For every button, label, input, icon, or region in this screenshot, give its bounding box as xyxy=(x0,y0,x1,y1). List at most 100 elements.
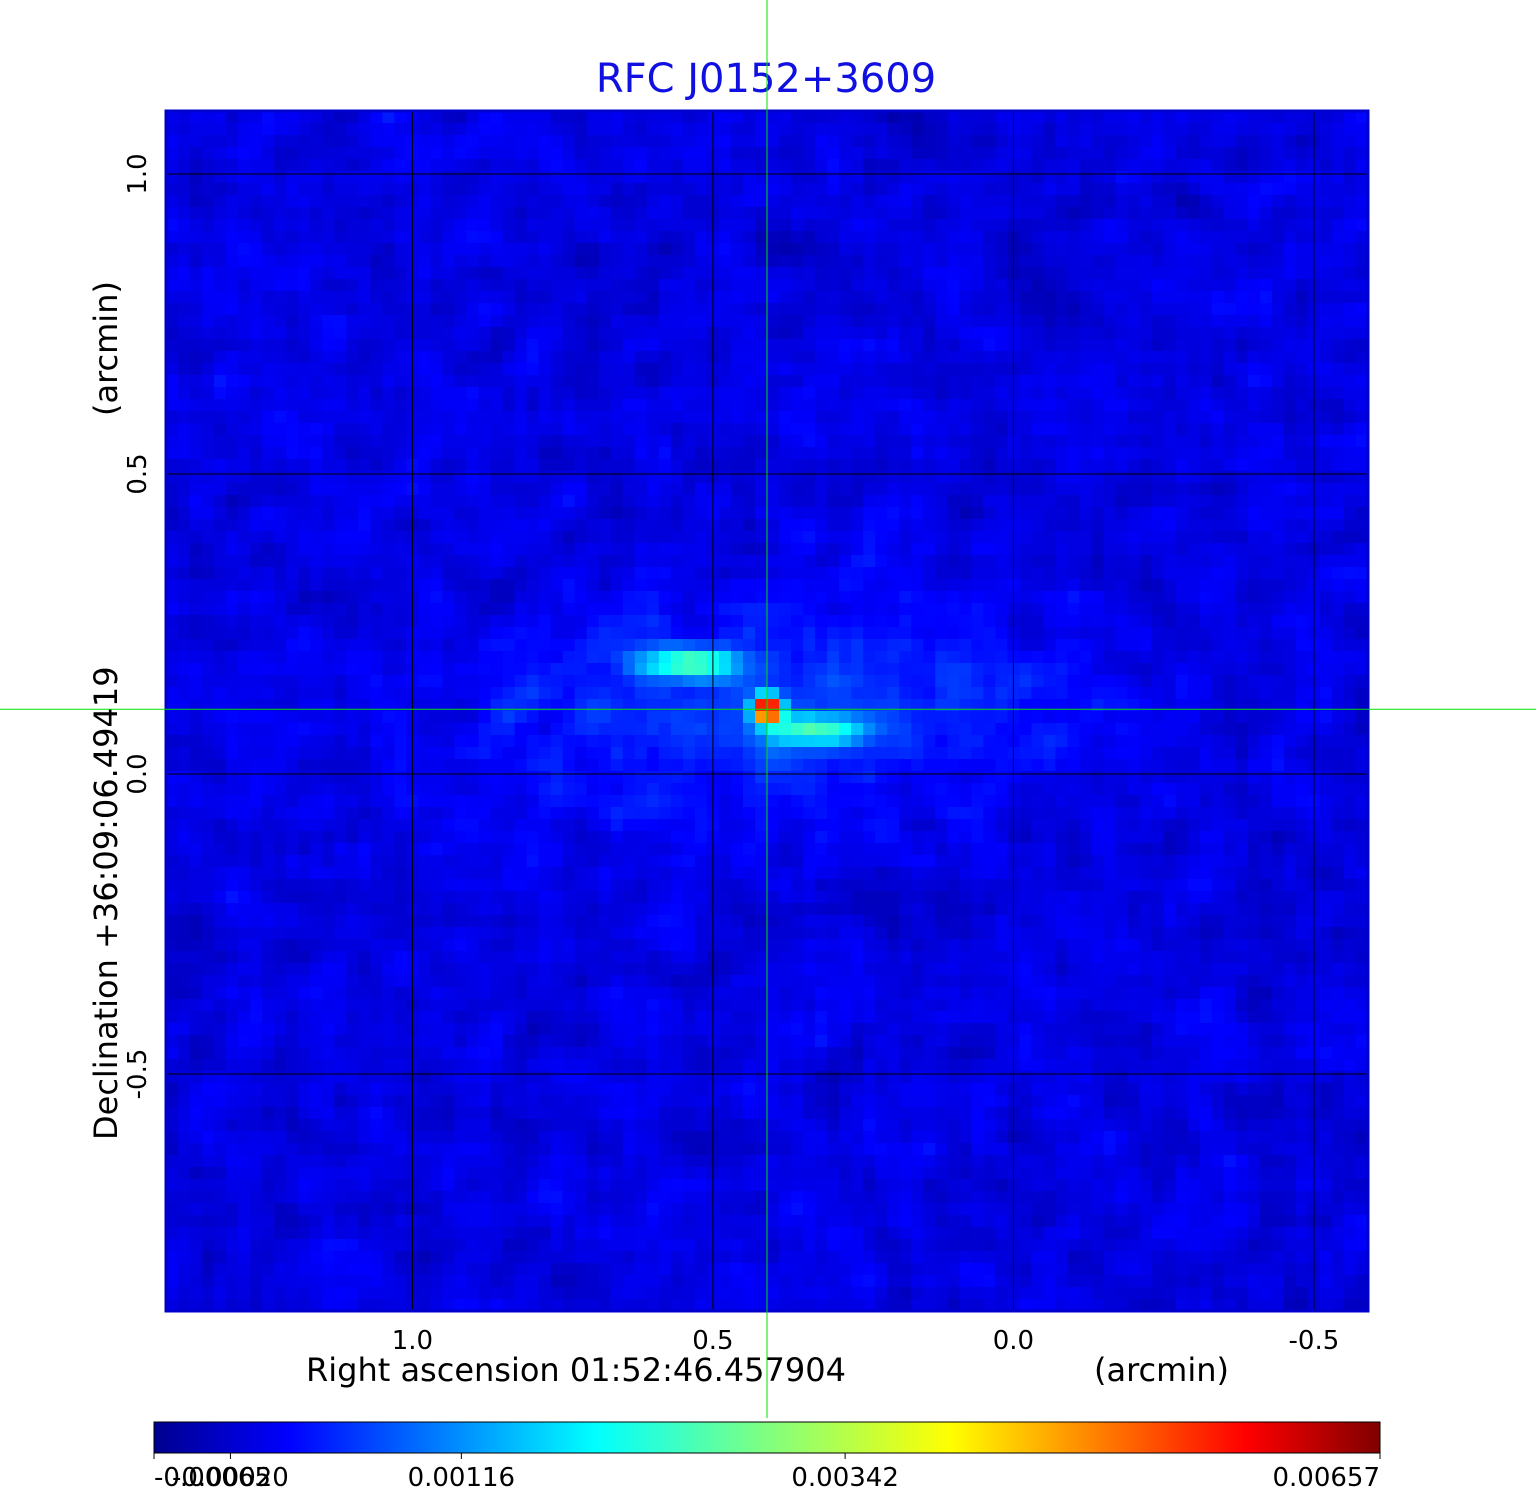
heatmap-pixel xyxy=(1259,615,1273,628)
heatmap-pixel xyxy=(646,291,660,304)
heatmap-pixel xyxy=(899,447,912,460)
heatmap-pixel xyxy=(1187,291,1201,304)
heatmap-pixel xyxy=(1271,207,1285,220)
heatmap-pixel xyxy=(394,111,407,124)
heatmap-pixel xyxy=(791,183,804,196)
heatmap-pixel xyxy=(1031,315,1045,328)
heatmap-pixel xyxy=(250,327,263,340)
heatmap-pixel xyxy=(646,183,660,196)
heatmap-pixel xyxy=(815,267,828,280)
heatmap-pixel xyxy=(682,123,696,136)
heatmap-pixel xyxy=(370,183,383,196)
heatmap-pixel xyxy=(1319,567,1333,580)
heatmap-pixel xyxy=(250,555,263,568)
heatmap-pixel xyxy=(238,675,251,688)
heatmap-pixel xyxy=(1139,147,1153,160)
heatmap-pixel xyxy=(899,699,912,712)
heatmap-pixel xyxy=(730,615,744,628)
heatmap-pixel xyxy=(238,231,251,244)
heatmap-pixel xyxy=(322,387,335,400)
heatmap-pixel xyxy=(1151,363,1165,376)
heatmap-pixel xyxy=(1175,159,1189,172)
heatmap-pixel xyxy=(1259,279,1273,292)
heatmap-pixel xyxy=(899,231,912,244)
heatmap-pixel xyxy=(803,363,816,376)
heatmap-pixel xyxy=(923,303,936,316)
heatmap-pixel xyxy=(418,147,432,160)
heatmap-pixel xyxy=(803,687,816,700)
heatmap-pixel xyxy=(418,531,432,544)
heatmap-pixel xyxy=(791,327,804,340)
heatmap-pixel xyxy=(1199,531,1213,544)
heatmap-pixel xyxy=(959,207,972,220)
heatmap-pixel xyxy=(310,267,323,280)
heatmap-pixel xyxy=(851,207,864,220)
heatmap-pixel xyxy=(947,183,960,196)
heatmap-pixel xyxy=(1331,327,1345,340)
heatmap-pixel xyxy=(598,351,612,364)
heatmap-pixel xyxy=(1127,699,1141,712)
heatmap-pixel xyxy=(1139,639,1153,652)
heatmap-pixel xyxy=(815,471,828,484)
heatmap-pixel xyxy=(682,375,696,388)
heatmap-pixel xyxy=(742,699,756,712)
heatmap-pixel xyxy=(1187,183,1201,196)
heatmap-pixel xyxy=(815,651,828,664)
heatmap-pixel xyxy=(742,279,756,292)
heatmap-pixel xyxy=(1199,123,1213,136)
heatmap-pixel xyxy=(1295,291,1309,304)
heatmap-pixel xyxy=(694,375,708,388)
heatmap-pixel xyxy=(1295,171,1309,184)
heatmap-pixel xyxy=(226,675,239,688)
heatmap-pixel xyxy=(550,531,564,544)
heatmap-pixel xyxy=(1283,111,1297,124)
heatmap-pixel xyxy=(1175,591,1189,604)
heatmap-pixel xyxy=(334,699,347,712)
heatmap-pixel xyxy=(646,471,660,484)
heatmap-pixel xyxy=(178,639,191,652)
heatmap-pixel xyxy=(935,579,948,592)
heatmap-pixel xyxy=(430,267,444,280)
heatmap-pixel xyxy=(682,243,696,256)
heatmap-pixel xyxy=(1079,135,1093,148)
heatmap-pixel xyxy=(1355,135,1368,148)
heatmap-pixel xyxy=(166,507,179,520)
heatmap-pixel xyxy=(803,483,816,496)
heatmap-pixel xyxy=(226,267,239,280)
heatmap-pixel xyxy=(1079,579,1093,592)
heatmap-pixel xyxy=(670,459,684,472)
heatmap-pixel xyxy=(1319,483,1333,496)
heatmap-pixel xyxy=(202,195,215,208)
heatmap-pixel xyxy=(1211,291,1225,304)
heatmap-pixel xyxy=(959,675,972,688)
heatmap-pixel xyxy=(322,291,335,304)
heatmap-pixel xyxy=(322,627,335,640)
heatmap-pixel xyxy=(538,471,552,484)
heatmap-pixel xyxy=(923,579,936,592)
heatmap-pixel xyxy=(779,147,792,160)
heatmap-pixel xyxy=(382,579,395,592)
heatmap-pixel xyxy=(730,363,744,376)
heatmap-pixel xyxy=(1295,579,1309,592)
heatmap-pixel xyxy=(983,483,996,496)
heatmap-pixel xyxy=(202,543,215,556)
heatmap-pixel xyxy=(658,567,672,580)
heatmap-pixel xyxy=(1043,627,1057,640)
heatmap-pixel xyxy=(1031,603,1045,616)
heatmap-pixel xyxy=(190,243,203,256)
heatmap-pixel xyxy=(178,375,191,388)
heatmap-pixel xyxy=(983,147,996,160)
heatmap-pixel xyxy=(959,219,972,232)
heatmap-pixel xyxy=(286,411,299,424)
heatmap-pixel xyxy=(562,687,576,700)
heatmap-pixel xyxy=(1043,483,1057,496)
heatmap-pixel xyxy=(1019,399,1033,412)
heatmap-pixel xyxy=(1271,327,1285,340)
heatmap-pixel xyxy=(286,219,299,232)
heatmap-pixel xyxy=(899,123,912,136)
heatmap-pixel xyxy=(658,111,672,124)
heatmap-pixel xyxy=(418,303,432,316)
heatmap-pixel xyxy=(202,471,215,484)
heatmap-pixel xyxy=(1127,327,1141,340)
heatmap-pixel xyxy=(839,327,852,340)
